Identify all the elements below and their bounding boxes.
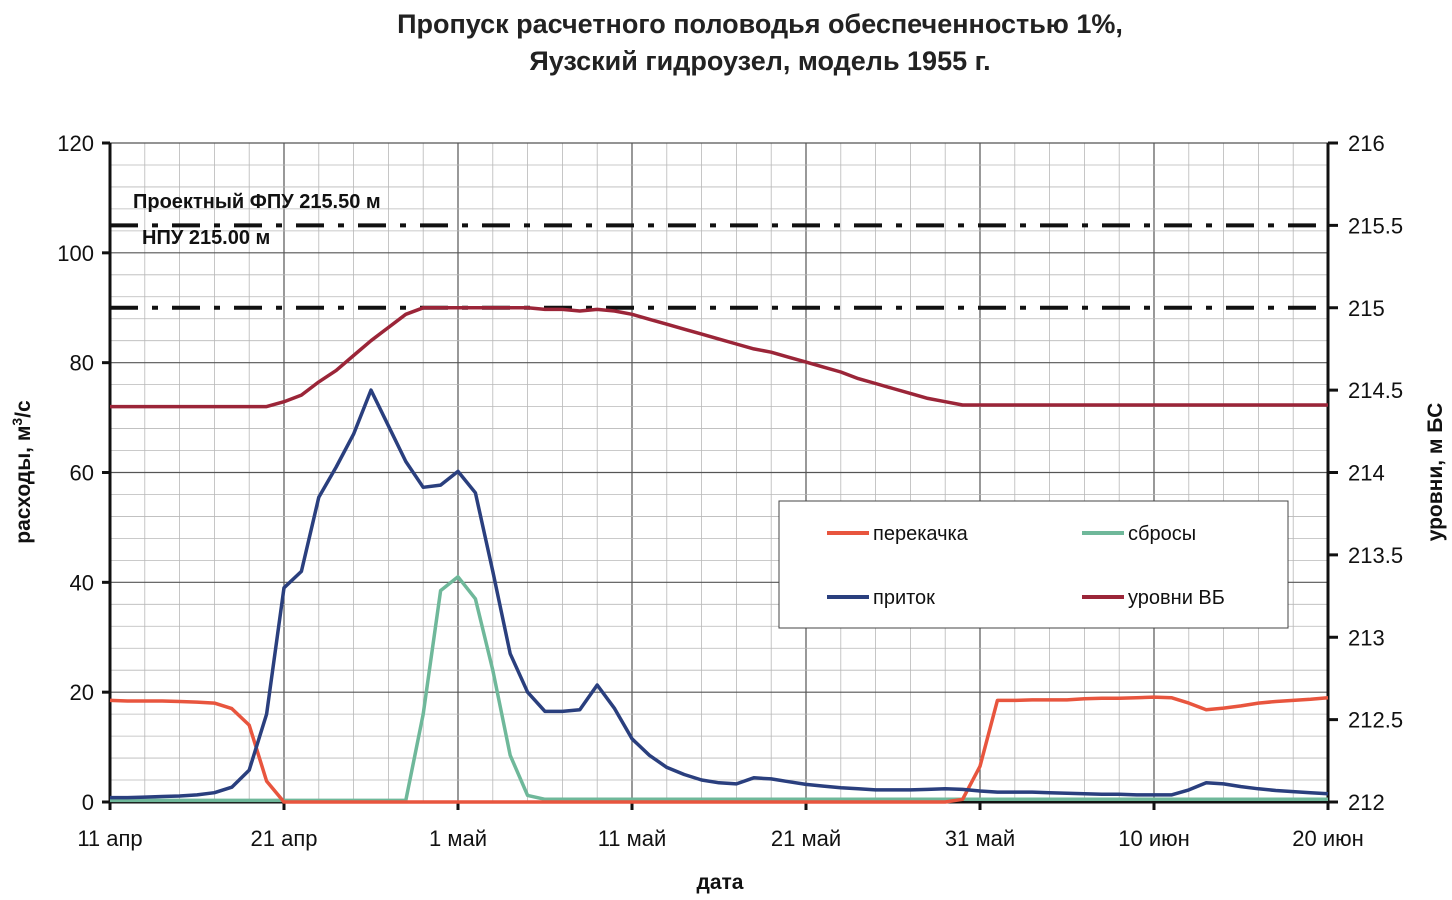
fpu-label: Проектный ФПУ 215.50 м — [133, 191, 381, 213]
legend-box — [778, 500, 1289, 629]
x-tick-label: 21 апр — [251, 826, 318, 851]
y2-tick-label: 212.5 — [1348, 708, 1403, 733]
x-axis-label: дата — [697, 871, 744, 894]
chart-subtitle: Яузский гидроузел, модель 1955 г. — [529, 46, 990, 76]
y-tick-label: 60 — [70, 461, 94, 486]
y2-tick-label: 216 — [1348, 131, 1385, 156]
series-line-perekachka — [109, 695, 1329, 804]
y-tick-label: 20 — [70, 680, 94, 705]
y-tick-label: 0 — [82, 790, 94, 815]
npu-label: НПУ 215.00 м — [142, 227, 270, 249]
series-line-urovni-vb — [110, 306, 1328, 409]
y2-tick-label: 214 — [1348, 461, 1385, 486]
legend-label-urovni: уровни ВБ — [1128, 587, 1225, 609]
y2-axis-label: уровни, м БС — [1424, 403, 1447, 542]
y2-tick-label: 212 — [1348, 790, 1385, 815]
y-tick-label: 80 — [70, 351, 94, 376]
axes: 0 20 40 60 80 100 120 212 212.5 213 213.5 214 214.5 2… — [57, 131, 1403, 851]
y2-tick-label: 215.5 — [1348, 213, 1403, 238]
x-tick-label: 20 июн — [1292, 826, 1364, 851]
legend-label-perekachka: перекачка — [873, 523, 969, 545]
chart-title: Пропуск расчетного половодья обеспеченно… — [397, 9, 1123, 39]
x-tick-label: 10 июн — [1118, 826, 1190, 851]
x-tick-label: 11 апр — [77, 826, 142, 851]
y-axis-label: расходы, м3/с — [9, 400, 35, 544]
y2-tick-label: 213.5 — [1348, 543, 1403, 568]
y-tick-label: 120 — [57, 131, 94, 156]
legend: перекачка сбросы приток уровни ВБ — [778, 500, 1289, 629]
legend-label-pritok: приток — [873, 587, 935, 609]
y2-tick-label: 214.5 — [1348, 378, 1403, 403]
y2-tick-label: 215 — [1348, 296, 1385, 321]
y2-tick-label: 213 — [1348, 625, 1385, 650]
series-line-pritok — [110, 388, 1329, 800]
x-tick-label: 1 май — [429, 826, 487, 851]
series-lines — [109, 306, 1329, 804]
x-tick-label: 31 май — [945, 826, 1015, 851]
legend-label-sbrosy: сбросы — [1128, 523, 1196, 545]
grid — [109, 142, 1329, 803]
x-tick-label: 11 май — [598, 826, 667, 851]
y-tick-label: 40 — [70, 570, 94, 595]
reference-lines — [110, 223, 1328, 310]
y-tick-label: 100 — [57, 241, 94, 266]
x-tick-label: 21 май — [771, 826, 841, 851]
